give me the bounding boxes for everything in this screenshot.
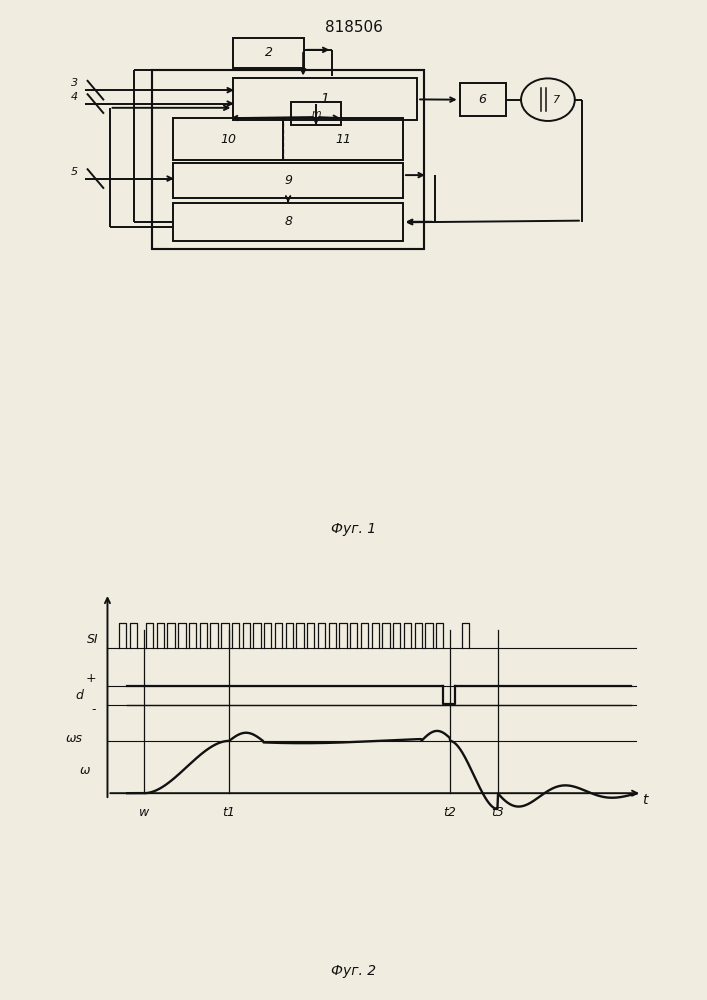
Bar <box>233 38 304 68</box>
Text: 1: 1 <box>321 92 329 106</box>
Text: t3: t3 <box>491 806 504 819</box>
Bar <box>233 78 417 120</box>
Text: w: w <box>139 806 149 819</box>
Bar <box>173 118 283 160</box>
Text: m: m <box>311 109 321 119</box>
Text: ω: ω <box>80 764 90 777</box>
Text: 9: 9 <box>284 174 292 187</box>
Text: 3: 3 <box>71 78 78 88</box>
Text: 11: 11 <box>335 133 351 146</box>
Bar <box>283 118 403 160</box>
Text: t2: t2 <box>443 806 456 819</box>
Text: Фуг. 1: Фуг. 1 <box>331 522 376 536</box>
Text: t1: t1 <box>223 806 235 819</box>
Text: 10: 10 <box>220 133 236 146</box>
Text: 4: 4 <box>71 92 78 102</box>
Bar <box>291 102 341 125</box>
Text: d: d <box>75 689 83 702</box>
Text: 6: 6 <box>479 93 486 106</box>
Bar <box>173 203 403 241</box>
Text: 2: 2 <box>264 46 273 59</box>
Bar <box>152 70 424 249</box>
Text: 7: 7 <box>553 95 560 105</box>
Bar <box>460 83 506 116</box>
Bar <box>173 163 403 198</box>
Text: t: t <box>642 793 648 807</box>
Text: -: - <box>92 704 96 716</box>
Text: 8: 8 <box>284 215 292 228</box>
Text: 818506: 818506 <box>325 20 382 35</box>
Text: +: + <box>86 672 96 685</box>
Text: 5: 5 <box>71 167 78 177</box>
Text: Фуг. 2: Фуг. 2 <box>331 964 376 978</box>
Text: ωs: ωs <box>66 732 83 745</box>
Text: SI: SI <box>88 633 99 646</box>
